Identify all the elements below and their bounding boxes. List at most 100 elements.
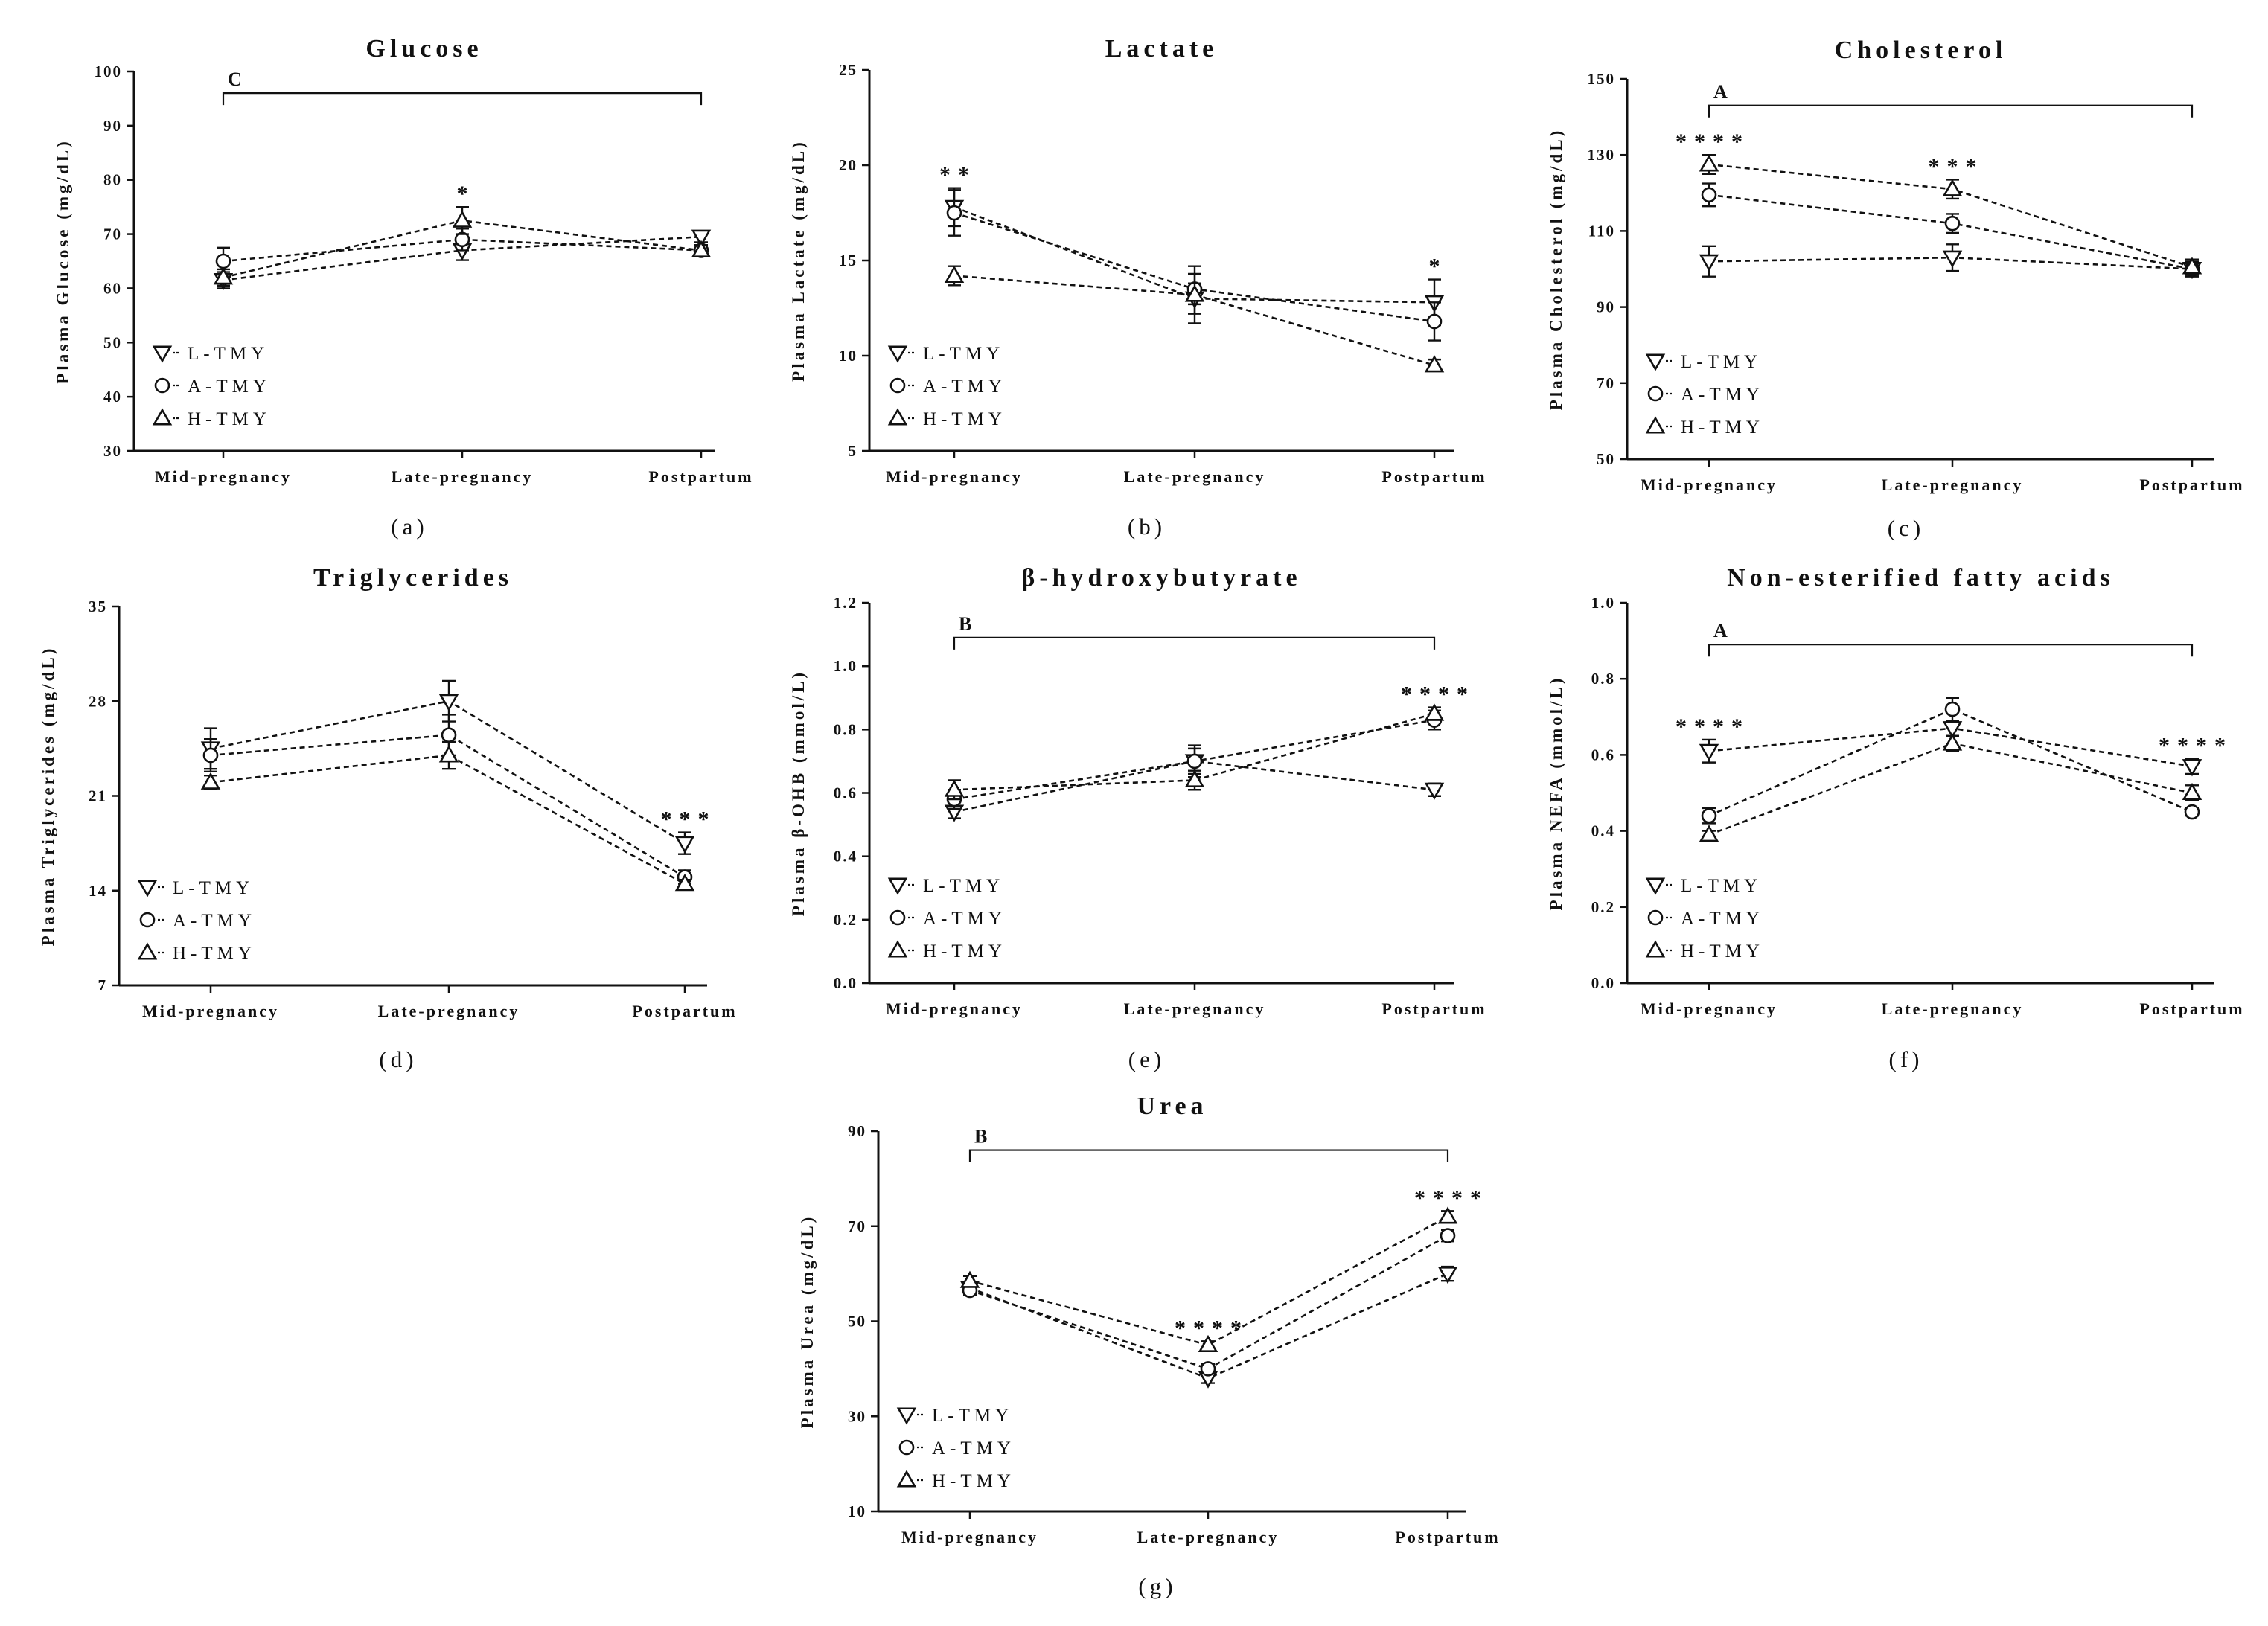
data-point (1440, 1228, 1456, 1243)
legend-l-tmy-symbol (137, 880, 158, 897)
data-point (1699, 743, 1719, 761)
panel-label: (g) (1138, 1573, 1176, 1599)
x-tick-label: Late-pregnancy (1137, 1528, 1280, 1546)
data-point (1424, 703, 1445, 721)
panel-label: (a) (391, 513, 427, 540)
data-point (1437, 1267, 1458, 1284)
panel-label: (e) (1128, 1046, 1165, 1072)
legend-h-tmy: H-TMY (173, 944, 256, 964)
legend-l-tmy: L-TMY (1681, 352, 1762, 372)
legend-a-tmy-symbol (1647, 385, 1664, 402)
y-tick-label: 10 (848, 1502, 866, 1520)
panel-label: (b) (1128, 513, 1166, 540)
data-point (215, 253, 231, 269)
legend-h-tmy: H-TMY (1681, 417, 1764, 438)
legend-a-tmy-symbol (139, 912, 156, 928)
significance-marker: ** (939, 163, 977, 188)
chart-panel-5: β-hydroxybutyrate 0.0 0.2 0.4 0.6 0.8 1.0 1.2 Mi… (789, 564, 1485, 1072)
legend-l-tmy: L-TMY (173, 878, 254, 898)
data-point (2182, 782, 2202, 801)
series-h-tmy (1699, 733, 2202, 842)
data-point (1184, 284, 1205, 302)
legend-l-tmy-symbol (1645, 877, 1666, 895)
data-point (946, 205, 962, 221)
data-point (1699, 254, 1719, 272)
x-tick-label: Mid-pregnancy (886, 999, 1023, 1018)
legend-l-tmy-symbol (896, 1407, 917, 1425)
series-h-tmy (213, 205, 712, 287)
significance-bracket (222, 92, 703, 106)
x-tick-label: Mid-pregnancy (155, 467, 292, 486)
y-axis-label: Plasma Cholesterol (mg/dL) (1547, 128, 1565, 411)
series-line (1708, 708, 2193, 817)
data-point (674, 874, 695, 892)
chart-title: Triglycerides (313, 564, 513, 592)
chart-title: Urea (1137, 1092, 1207, 1120)
chart-panel-2: Lactate 5 10 15 20 25 Mid-pregnancy Late-pregna… (789, 35, 1485, 540)
x-tick-label: Postpartum (648, 467, 753, 486)
chart-title: Lactate (1105, 35, 1218, 63)
legend-a-tmy: A-TMY (188, 377, 271, 397)
significance-marker: **** (1414, 1185, 1489, 1210)
data-point (213, 267, 234, 285)
y-tick-label: 10 (839, 347, 857, 365)
x-tick-label: Late-pregnancy (1882, 999, 2024, 1018)
x-tick-label: Late-pregnancy (392, 467, 534, 486)
chart-title: Glucose (365, 35, 482, 63)
data-point (1701, 807, 1717, 824)
data-point (438, 694, 459, 711)
y-tick-label: 0.8 (834, 720, 857, 738)
significance-bracket (1708, 104, 2194, 118)
data-point (1942, 721, 1963, 739)
significance-marker: * (1429, 255, 1448, 279)
y-tick-label: 30 (848, 1407, 866, 1425)
data-point (1198, 1334, 1218, 1352)
data-point (2182, 257, 2202, 275)
y-axis-label: Plasma Glucose (mg/dL) (54, 138, 72, 384)
y-tick-label: 70 (848, 1217, 866, 1235)
y-tick-label: 0.4 (834, 848, 857, 865)
legend-h-tmy-symbol (1645, 416, 1666, 434)
y-tick-label: 28 (89, 692, 107, 710)
legend-a-tmy: A-TMY (1681, 385, 1764, 405)
significance-marker: **** (2159, 734, 2233, 758)
series-h-tmy (959, 1206, 1458, 1352)
significance-marker: *** (661, 807, 717, 832)
bracket-label: B (974, 1126, 987, 1148)
chart-panel-3: Cholesterol 50 70 90 110 130 150 Mid-pregnancy L… (1547, 36, 2244, 541)
data-point (1424, 782, 1445, 800)
significance-marker: * (457, 182, 476, 206)
data-point (691, 229, 712, 247)
legend-a-tmy-symbol (154, 377, 170, 394)
legend-a-tmy: A-TMY (173, 911, 256, 931)
significance-marker: **** (1175, 1316, 1249, 1340)
series-a-tmy (962, 1228, 1456, 1377)
y-axis-label: Plasma Lactate (mg/dL) (789, 139, 808, 382)
y-tick-label: 14 (89, 882, 107, 900)
data-point (202, 747, 219, 764)
y-tick-label: 60 (103, 279, 122, 297)
legend-l-tmy: L-TMY (932, 1406, 1013, 1426)
legend-a-tmy: A-TMY (1681, 909, 1764, 929)
series-h-tmy (200, 740, 695, 892)
y-tick-label: 35 (89, 598, 107, 615)
legend-a-tmy: A-TMY (932, 1438, 1015, 1459)
y-tick-label: 50 (848, 1313, 866, 1331)
legend-l-tmy-symbol (152, 345, 173, 363)
y-tick-label: 0.4 (1591, 822, 1615, 840)
x-tick-label: Mid-pregnancy (142, 1002, 279, 1020)
y-tick-label: 0.0 (1591, 974, 1615, 992)
x-tick-label: Postpartum (2139, 476, 2244, 494)
y-tick-label: 20 (839, 156, 857, 174)
legend-h-tmy-symbol (1645, 940, 1666, 958)
series-a-tmy (946, 709, 1443, 810)
data-point (200, 772, 221, 790)
y-tick-label: 90 (1597, 298, 1615, 316)
significance-marker: **** (1676, 714, 1750, 739)
data-point (1186, 753, 1203, 769)
significance-bracket (953, 636, 1436, 650)
legend-a-tmy-symbol (898, 1439, 915, 1456)
legend-h-tmy-symbol (152, 408, 173, 426)
y-axis-label: Plasma NEFA (mmol/L) (1547, 676, 1565, 911)
